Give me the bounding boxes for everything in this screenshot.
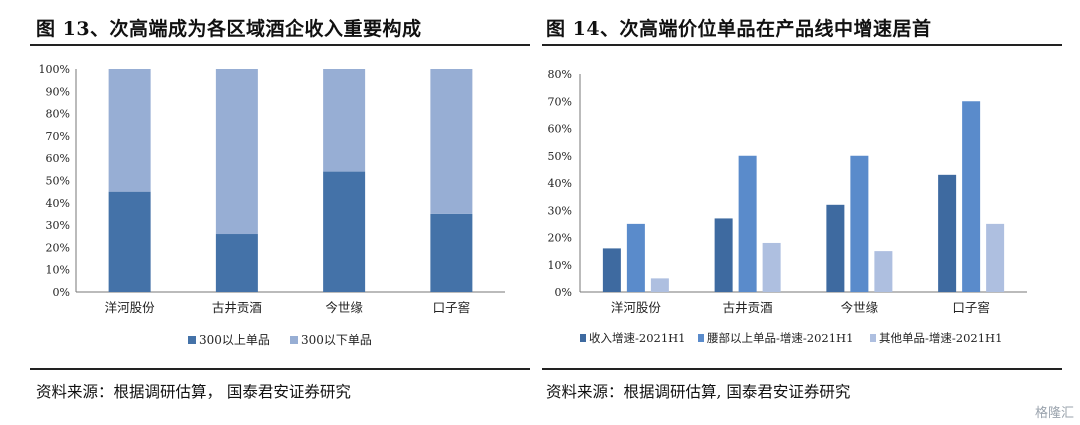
y-tick-label: 0%: [555, 286, 572, 299]
y-tick-label: 40%: [548, 177, 572, 190]
y-tick-label: 50%: [548, 150, 572, 163]
y-tick-label: 30%: [548, 204, 572, 217]
y-tick-label: 40%: [46, 197, 70, 210]
bar-segment: [108, 191, 151, 292]
y-tick-label: 0%: [53, 286, 70, 299]
stacked-bar-chart: 0% 10% 20% 30% 40% 50% 60% 70% 80% 90% 100% 洋河股份 古井贡…: [39, 63, 505, 347]
figure-13-bottom-rule: [30, 368, 530, 370]
bar-segment: [430, 69, 473, 214]
bar-segment: [323, 69, 366, 172]
x-tick-label: 洋河股份: [611, 300, 662, 315]
x-tick-label: 今世缘: [841, 300, 879, 315]
bar: [850, 155, 869, 292]
x-tick-label: 古井贡酒: [723, 300, 773, 315]
legend-swatch: [870, 334, 876, 342]
x-tick-label: 口子窖: [952, 300, 990, 315]
bar: [762, 242, 781, 292]
bar-segment: [215, 234, 258, 292]
figure-14-title: 图 14、次高端价位单品在产品线中增速居首: [546, 18, 932, 40]
y-tick-label: 70%: [46, 130, 70, 143]
y-tick-label: 60%: [46, 152, 70, 165]
bar: [650, 278, 669, 292]
figure-14-top-rule: [542, 44, 1062, 46]
x-tick-label: 古井贡酒: [212, 300, 262, 315]
x-tick-label: 今世缘: [325, 300, 363, 315]
y-tick-label: 70%: [548, 95, 572, 108]
bar-segment: [215, 69, 258, 235]
x-tick-label: 口子窖: [433, 300, 471, 315]
bar: [962, 101, 981, 292]
x-tick-label: 洋河股份: [105, 300, 156, 315]
y-tick-label: 50%: [46, 175, 70, 188]
legend-label: 收入增速-2021H1: [589, 331, 686, 345]
bar: [986, 223, 1005, 292]
legend-swatch: [698, 334, 704, 342]
bar: [714, 218, 733, 292]
bar: [738, 155, 757, 292]
y-tick-label: 100%: [39, 63, 70, 76]
y-tick-label: 80%: [46, 108, 70, 121]
y-tick-label: 10%: [548, 259, 572, 272]
y-tick-label: 80%: [548, 68, 572, 81]
bar-segment: [323, 171, 366, 292]
bar: [826, 204, 845, 292]
bar-segment: [108, 69, 151, 192]
legend-swatch: [290, 336, 298, 344]
legend-swatch: [580, 334, 586, 342]
y-tick-label: 10%: [46, 264, 70, 277]
legend-label: 腰部以上单品-增速-2021H1: [707, 331, 853, 345]
bar-segment: [430, 213, 473, 292]
figure-13-top-rule: [30, 44, 530, 46]
y-tick-label: 20%: [548, 232, 572, 245]
bar: [938, 174, 957, 292]
figure-13-panel: 图 13、次高端成为各区域酒企收入重要构成 0% 10% 20% 30% 40% 50% 6…: [30, 18, 530, 401]
bar: [602, 248, 621, 292]
figure-14-bottom-rule: [542, 368, 1062, 370]
legend-label: 300以上单品: [199, 333, 270, 347]
bar: [626, 223, 645, 292]
figure-14-source: 资料来源：根据调研估算, 国泰君安证券研究: [546, 383, 851, 401]
y-tick-label: 60%: [548, 123, 572, 136]
legend-label: 300以下单品: [301, 333, 372, 347]
watermark-logo: 格隆汇: [1034, 406, 1074, 421]
legend-label: 其他单品-增速-2021H1: [879, 331, 1002, 345]
y-tick-label: 20%: [46, 241, 70, 254]
legend-swatch: [188, 336, 196, 344]
figure-14-panel: 图 14、次高端价位单品在产品线中增速居首 0% 10% 20% 30% 40% 50% 6…: [540, 0, 1080, 425]
bar: [874, 251, 893, 292]
figure-13-title: 图 13、次高端成为各区域酒企收入重要构成: [36, 18, 422, 40]
figure-13-source: 资料来源：根据调研估算， 国泰君安证券研究: [36, 383, 351, 401]
y-tick-label: 90%: [46, 85, 70, 98]
grouped-bar-chart: 0% 10% 20% 30% 40% 50% 60% 70% 80% 洋河股份 古井贡酒 今世缘 口子窖…: [548, 68, 1027, 345]
y-tick-label: 30%: [46, 219, 70, 232]
